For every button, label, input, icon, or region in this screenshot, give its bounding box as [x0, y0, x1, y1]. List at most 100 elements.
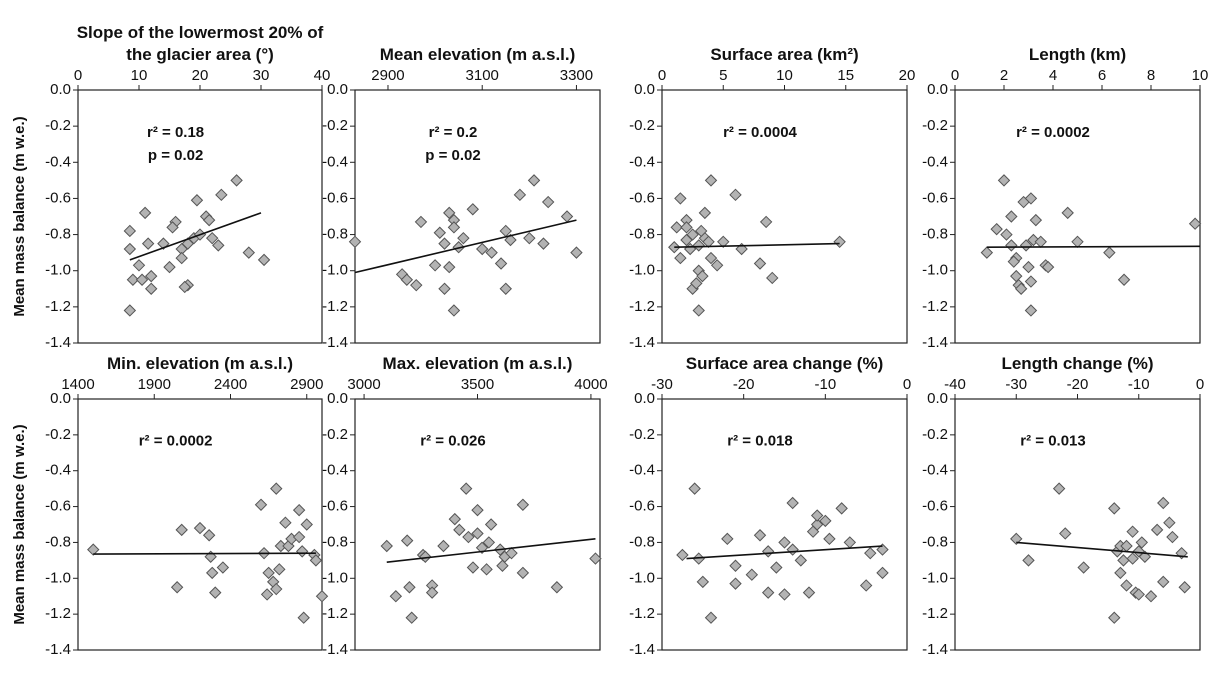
data-point: [505, 546, 518, 560]
data-point: [717, 235, 730, 249]
data-point: [686, 228, 699, 241]
y-tick-label: -0.6: [45, 498, 71, 515]
x-tick-label: 20: [192, 67, 209, 84]
data-point: [696, 269, 709, 283]
x-tick-label: 2: [1000, 67, 1008, 84]
x-tick-label: 40: [314, 67, 331, 84]
y-tick-label: -0.6: [922, 189, 948, 206]
data-point: [1103, 246, 1116, 259]
data-point: [123, 224, 137, 238]
y-tick-label: -1.4: [45, 334, 71, 351]
stat-annotation: r² = 0.2: [429, 124, 478, 141]
data-point: [471, 527, 484, 540]
data-point: [1108, 502, 1121, 515]
x-tick-label: 0: [951, 67, 959, 84]
data-point: [1010, 269, 1023, 283]
x-tick-label: 30: [253, 67, 270, 84]
data-point: [209, 586, 222, 599]
y-tick-label: -0.4: [922, 153, 948, 170]
data-point: [729, 188, 742, 202]
data-point: [1022, 260, 1035, 274]
data-point: [694, 224, 708, 238]
x-tick-label: 3300: [560, 67, 593, 84]
data-point: [419, 550, 432, 563]
x-tick-label: -10: [1128, 376, 1150, 393]
data-point: [242, 246, 256, 259]
data-point: [516, 498, 530, 511]
y-tick-label: -1.4: [629, 641, 655, 658]
x-tick-label: 4: [1049, 67, 1057, 84]
data-point: [729, 559, 742, 572]
y-tick-label: -0.2: [322, 426, 348, 443]
data-point: [589, 552, 602, 565]
data-point: [696, 575, 710, 589]
data-point: [1117, 554, 1130, 567]
data-point: [476, 242, 489, 256]
data-point: [254, 498, 268, 511]
data-point: [550, 581, 564, 594]
data-point: [480, 563, 493, 576]
data-point: [257, 253, 271, 267]
data-point: [437, 539, 450, 553]
data-point: [1077, 561, 1090, 574]
data-point: [1157, 575, 1170, 589]
panel-title: Slope of the lowermost 20% of the glacie…: [76, 23, 324, 64]
data-point: [499, 282, 512, 295]
data-point: [212, 239, 225, 252]
data-point: [471, 503, 484, 517]
y-axis-label: Mean mass balance (m w.e.): [11, 424, 28, 624]
y-tick-label: -1.0: [922, 262, 948, 279]
y-tick-label: -0.4: [629, 153, 655, 170]
data-point: [1126, 552, 1139, 565]
data-point: [1052, 482, 1066, 495]
panel-title: Max. elevation (m a.s.l.): [382, 354, 573, 373]
panel-title: Min. elevation (m a.s.l.): [106, 354, 294, 373]
data-point: [770, 561, 783, 574]
data-point: [496, 559, 509, 572]
fit-line: [1016, 541, 1188, 558]
data-point: [1029, 213, 1043, 227]
data-point: [698, 206, 712, 220]
x-tick-label: -20: [733, 376, 755, 393]
data-point: [729, 577, 742, 590]
data-point: [1132, 588, 1145, 601]
y-tick-label: -1.0: [322, 569, 348, 586]
x-tick-label: -20: [1067, 376, 1089, 393]
x-tick-label: 10: [776, 67, 793, 84]
stat-annotation: p = 0.02: [148, 147, 203, 164]
data-point: [516, 566, 530, 580]
x-tick-label: 10: [1192, 67, 1209, 84]
x-tick-label: 1900: [138, 376, 171, 393]
data-point: [292, 503, 306, 517]
data-point: [1041, 260, 1055, 274]
stat-annotation: r² = 0.0002: [139, 433, 213, 450]
y-tick-label: 0.0: [327, 81, 348, 98]
data-point: [433, 226, 447, 239]
data-point: [688, 482, 701, 495]
panel-title: Surface area change (%): [685, 354, 884, 373]
x-tick-label: 20: [899, 67, 916, 84]
data-point: [835, 502, 848, 515]
y-tick-label: -0.2: [629, 117, 655, 134]
data-point: [702, 235, 715, 249]
data-point: [462, 530, 475, 544]
data-point: [690, 277, 703, 290]
data-point: [380, 539, 393, 553]
data-point: [457, 231, 470, 245]
data-point: [438, 237, 451, 250]
data-point: [300, 518, 313, 531]
data-point: [692, 239, 705, 252]
x-tick-label: 0: [74, 67, 82, 84]
data-point: [692, 304, 705, 317]
data-point: [1010, 532, 1023, 546]
data-point: [279, 516, 292, 529]
data-point: [778, 536, 791, 549]
data-point: [448, 512, 462, 526]
y-tick-label: -1.4: [45, 641, 71, 658]
data-point: [704, 251, 718, 265]
data-point: [864, 546, 877, 560]
x-tick-label: 0: [658, 67, 666, 84]
data-point: [676, 548, 689, 562]
data-point: [453, 523, 466, 537]
x-tick-label: 2900: [371, 67, 404, 84]
